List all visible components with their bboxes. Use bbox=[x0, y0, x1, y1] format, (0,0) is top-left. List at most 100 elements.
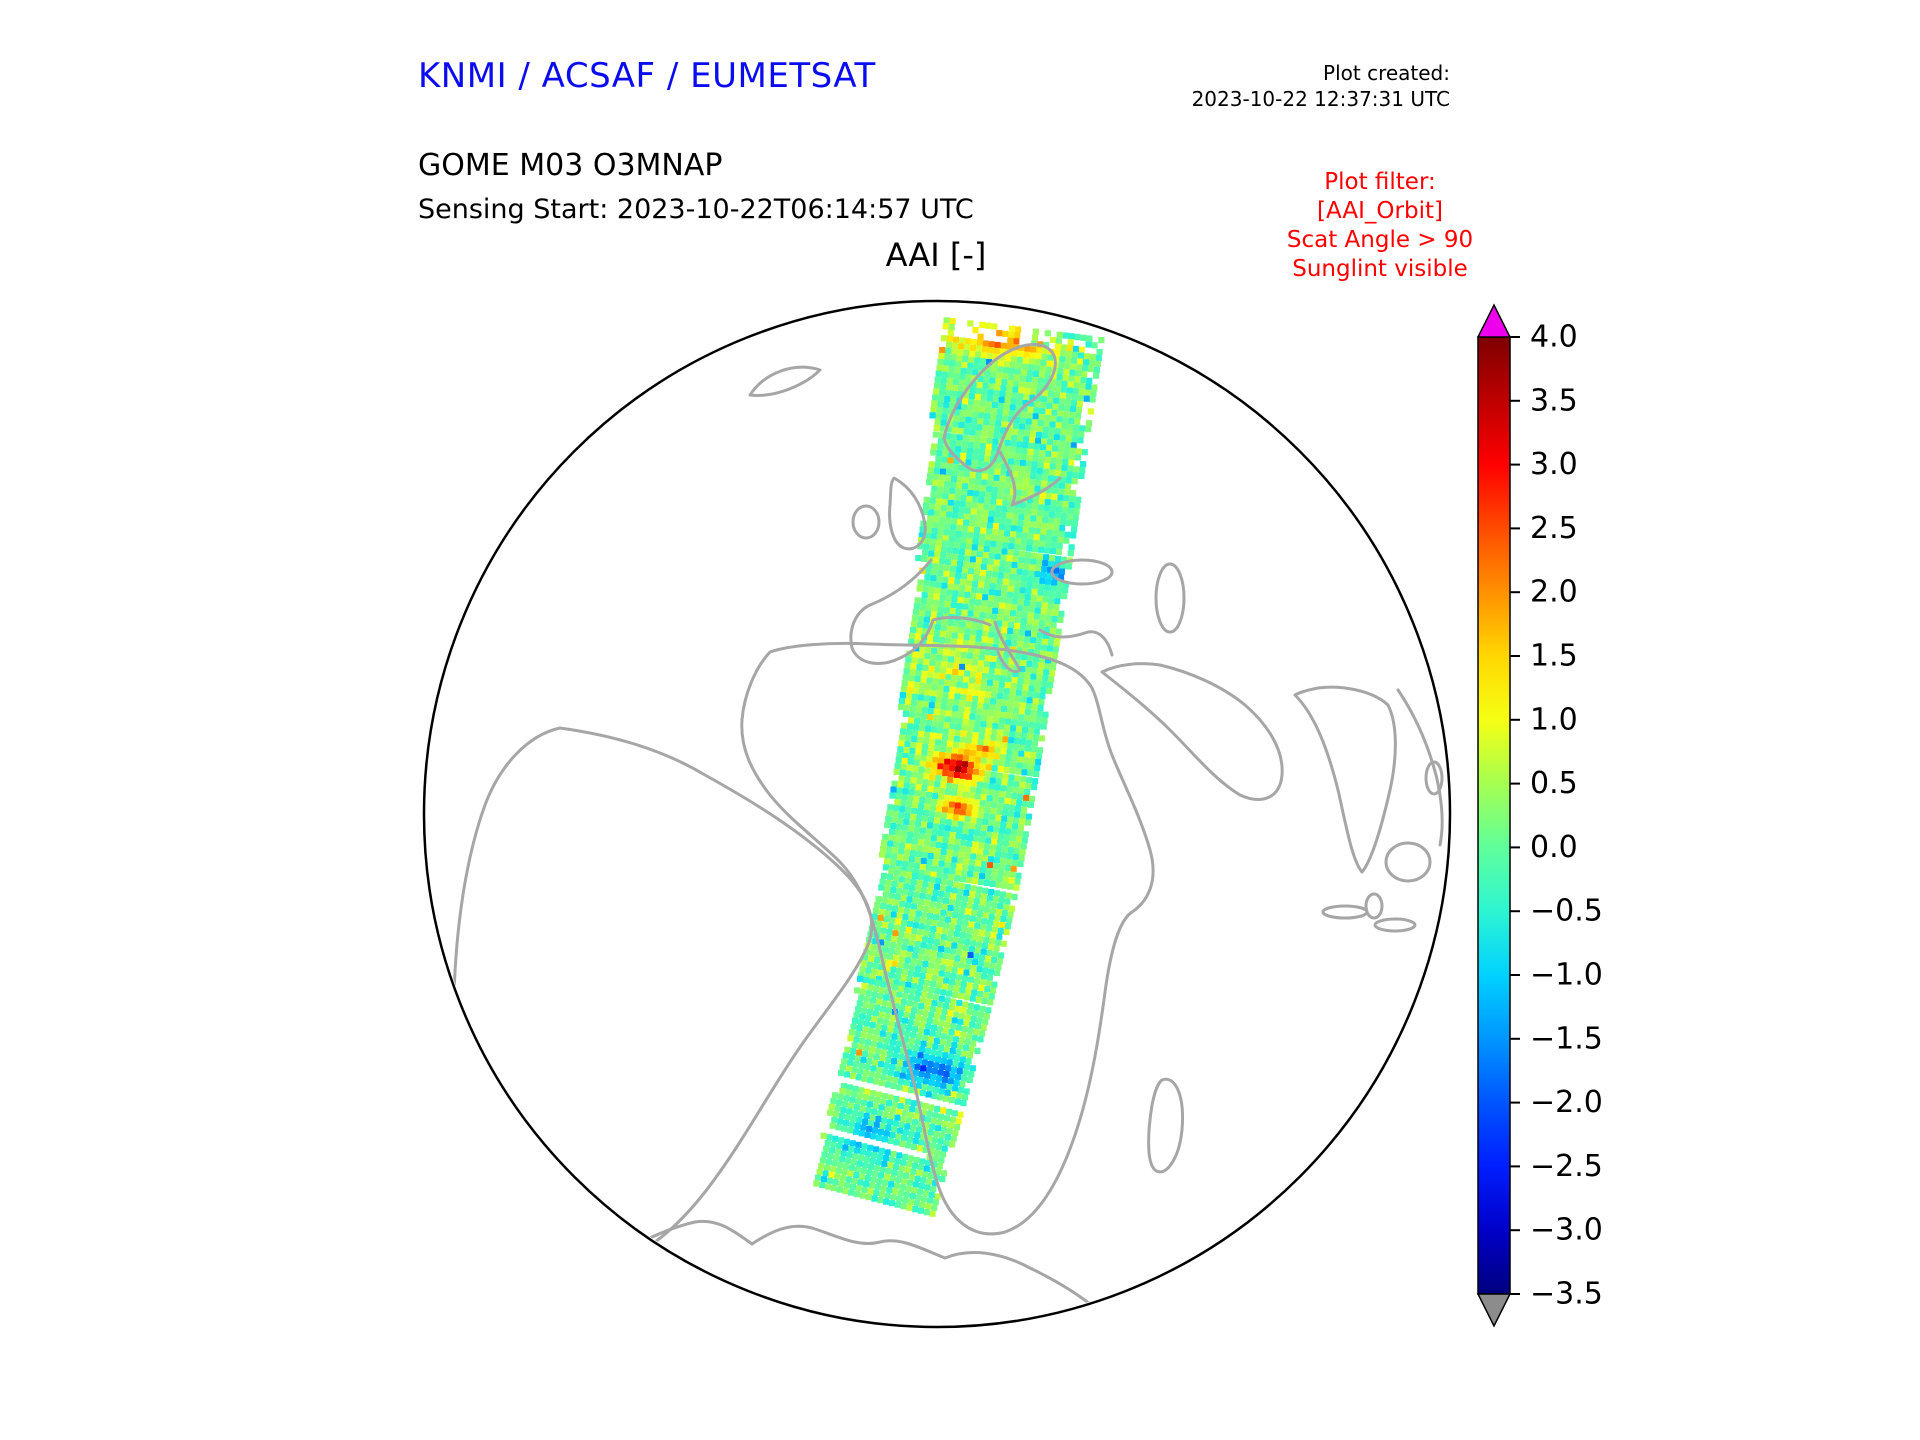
swath-cell bbox=[957, 888, 964, 895]
swath-cell bbox=[995, 505, 1002, 512]
swath-cell bbox=[931, 792, 939, 800]
swath-cell bbox=[947, 1010, 954, 1017]
swath-cell bbox=[1024, 557, 1031, 564]
swath-cell bbox=[1017, 677, 1024, 685]
swath-cell bbox=[1058, 488, 1065, 495]
swath-cell bbox=[1018, 556, 1025, 564]
swath-cell bbox=[1091, 384, 1098, 391]
swath-cell bbox=[935, 654, 943, 661]
swath-cell bbox=[943, 529, 950, 536]
swath-cell bbox=[1092, 372, 1100, 379]
swath-cell bbox=[826, 1177, 833, 1184]
swath-cell bbox=[877, 914, 884, 922]
swath-cell bbox=[1023, 351, 1030, 358]
swath-cell bbox=[949, 723, 956, 730]
swath-cell bbox=[1017, 520, 1024, 527]
swath-cell bbox=[938, 751, 946, 759]
swath-cell bbox=[885, 1100, 893, 1107]
swath-cell bbox=[926, 1017, 933, 1024]
swath-cell bbox=[918, 923, 925, 930]
swath-cell bbox=[919, 1089, 926, 1097]
swath-cell bbox=[984, 370, 991, 378]
swath-cell bbox=[982, 340, 989, 347]
swath-cell bbox=[991, 868, 998, 876]
swath-cell bbox=[920, 857, 927, 865]
swath-cell bbox=[1018, 788, 1025, 795]
swath-cell bbox=[947, 771, 955, 778]
swath-cell bbox=[922, 961, 929, 968]
swath-cell bbox=[963, 914, 970, 921]
swath-cell bbox=[977, 545, 984, 552]
swath-cell bbox=[1006, 555, 1013, 562]
swath-cell bbox=[1081, 449, 1088, 456]
swath-cell bbox=[1014, 805, 1022, 812]
swath-cell bbox=[1020, 453, 1027, 461]
swath-cell bbox=[972, 490, 980, 497]
swath-cell bbox=[1060, 470, 1067, 477]
swath-cell bbox=[904, 698, 911, 706]
swath-cell bbox=[970, 1015, 977, 1023]
swath-cell bbox=[1048, 385, 1055, 392]
swath-cell bbox=[931, 528, 938, 535]
swath-cell bbox=[978, 905, 985, 912]
swath-cell bbox=[865, 990, 872, 997]
swath-cell bbox=[1003, 530, 1010, 537]
swath-cell bbox=[1069, 495, 1076, 503]
swath-cell bbox=[856, 1117, 863, 1124]
swath-cell bbox=[946, 960, 954, 967]
swath-cell bbox=[1080, 334, 1087, 341]
swath-cell bbox=[862, 1094, 869, 1101]
swath-cell bbox=[1040, 571, 1047, 579]
swath-cell bbox=[943, 438, 951, 446]
swath-cell bbox=[996, 614, 1004, 621]
swath-cell bbox=[1084, 389, 1091, 396]
swath-cell bbox=[1073, 424, 1080, 431]
coastline-africa bbox=[740, 641, 1155, 1236]
swath-cell bbox=[945, 595, 952, 602]
swath-cell bbox=[964, 380, 971, 387]
swath-cell bbox=[967, 834, 974, 842]
swath-cell bbox=[1031, 778, 1039, 785]
swath-cell bbox=[955, 796, 962, 803]
swath-cell bbox=[973, 1004, 980, 1011]
swath-cell bbox=[955, 687, 962, 694]
swath-cell bbox=[1004, 798, 1011, 805]
swath-cell bbox=[910, 903, 917, 910]
swath-cell bbox=[936, 450, 943, 457]
swath-cell bbox=[991, 402, 998, 409]
swath-cell bbox=[939, 673, 946, 680]
swath-cell bbox=[1076, 400, 1083, 407]
swath-cell bbox=[911, 838, 918, 845]
swath-cell bbox=[1072, 430, 1079, 437]
swath-cell bbox=[1045, 408, 1052, 416]
swath-cell bbox=[1031, 588, 1038, 596]
swath-cell bbox=[1025, 418, 1032, 425]
swath-cell bbox=[967, 362, 974, 369]
swath-cell bbox=[912, 977, 919, 984]
swath-cell bbox=[955, 723, 962, 731]
swath-cell bbox=[1065, 351, 1073, 358]
swath-cell bbox=[941, 619, 948, 626]
swath-cell bbox=[1065, 519, 1073, 526]
swath-cell bbox=[915, 784, 922, 791]
swath-cell bbox=[966, 495, 973, 503]
plot-filter-title: Plot filter: bbox=[1324, 169, 1436, 195]
swath-cell bbox=[911, 771, 918, 778]
swath-cell bbox=[1089, 396, 1096, 403]
swath-cell bbox=[994, 384, 1001, 391]
swath-cell bbox=[961, 489, 968, 496]
swath-cell bbox=[1001, 910, 1008, 917]
swath-cell bbox=[1025, 376, 1032, 383]
swath-cell bbox=[904, 932, 911, 939]
swath-cell bbox=[994, 463, 1002, 470]
swath-cell bbox=[1039, 450, 1046, 457]
swath-cell bbox=[915, 1194, 922, 1201]
swath-cell bbox=[905, 735, 912, 742]
swath-cell bbox=[947, 541, 954, 548]
swath-cell bbox=[905, 807, 912, 814]
swath-cell bbox=[867, 1188, 874, 1195]
swath-cell bbox=[879, 1055, 886, 1062]
swath-cell bbox=[1012, 386, 1019, 393]
swath-cell bbox=[855, 1074, 862, 1081]
swath-cell bbox=[1062, 332, 1069, 339]
